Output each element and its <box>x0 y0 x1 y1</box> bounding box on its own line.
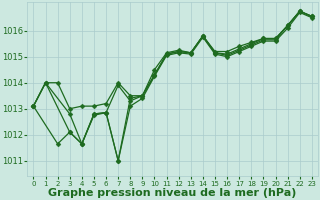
X-axis label: Graphe pression niveau de la mer (hPa): Graphe pression niveau de la mer (hPa) <box>48 188 297 198</box>
